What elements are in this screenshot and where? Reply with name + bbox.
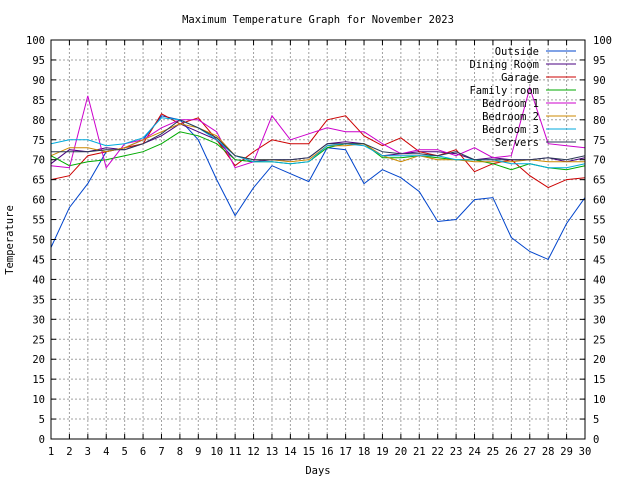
y-tick-label-right: 25 <box>593 334 606 346</box>
y-tick-label-left: 0 <box>39 434 45 446</box>
y-tick-label-left: 80 <box>32 115 45 127</box>
legend-label-servers: Servers <box>495 137 539 149</box>
x-tick-label: 7 <box>158 446 164 458</box>
series-line-family-room <box>50 131 586 171</box>
y-tick-label-right: 85 <box>593 95 606 107</box>
y-tick-label-left: 70 <box>32 155 45 167</box>
chart-title: Maximum Temperature Graph for November 2… <box>182 14 454 26</box>
x-tick-label: 10 <box>210 446 223 458</box>
legend-label-bedroom-1: Bedroom 1 <box>482 98 539 110</box>
x-tick-label: 13 <box>266 446 279 458</box>
legend-label-family-room: Family room <box>469 85 539 97</box>
grid <box>51 40 585 439</box>
y-tick-label-right: 5 <box>593 414 599 426</box>
x-tick-label: 21 <box>413 446 426 458</box>
x-tick-label: 24 <box>468 446 481 458</box>
y-tick-label-left: 85 <box>32 95 45 107</box>
y-tick-label-right: 100 <box>593 35 612 47</box>
x-tick-label: 18 <box>358 446 371 458</box>
series-line-bedroom-1 <box>50 86 586 169</box>
y-tick-label-left: 90 <box>32 75 45 87</box>
x-tick-label: 16 <box>321 446 334 458</box>
y-tick-label-left: 55 <box>32 215 45 227</box>
y-tick-label-left: 15 <box>32 374 45 386</box>
y-tick-label-left: 20 <box>32 354 45 366</box>
x-tick-label: 28 <box>542 446 555 458</box>
series-lines <box>50 86 586 261</box>
legend-label-outside: Outside <box>495 46 539 58</box>
y-tick-label-right: 40 <box>593 274 606 286</box>
y-tick-label-right: 70 <box>593 155 606 167</box>
legend-label-bedroom-3: Bedroom 3 <box>482 124 539 136</box>
y-tick-label-left: 35 <box>32 294 45 306</box>
y-tick-label-right: 65 <box>593 175 606 187</box>
x-axis-label: Days <box>305 465 330 477</box>
y-tick-label-right: 60 <box>593 195 606 207</box>
x-tick-label: 2 <box>66 446 72 458</box>
x-tick-label: 12 <box>247 446 260 458</box>
x-tick-label: 22 <box>431 446 444 458</box>
legend-label-dining-room: Dining Room <box>469 59 539 71</box>
x-tick-label: 8 <box>177 446 183 458</box>
y-tick-label-left: 75 <box>32 135 45 147</box>
y-tick-label-left: 30 <box>32 314 45 326</box>
y-tick-label-right: 30 <box>593 314 606 326</box>
y-tick-label-right: 15 <box>593 374 606 386</box>
y-tick-label-left: 50 <box>32 235 45 247</box>
x-tick-label: 9 <box>195 446 201 458</box>
legend-label-bedroom-2: Bedroom 2 <box>482 111 539 123</box>
y-tick-label-left: 5 <box>39 414 45 426</box>
y-tick-label-right: 55 <box>593 215 606 227</box>
x-tick-label: 15 <box>302 446 315 458</box>
x-tick-label: 27 <box>523 446 536 458</box>
x-tick-label: 19 <box>376 446 389 458</box>
y-tick-label-right: 75 <box>593 135 606 147</box>
y-tick-label-left: 40 <box>32 274 45 286</box>
y-tick-label-right: 10 <box>593 394 606 406</box>
x-tick-label: 11 <box>229 446 242 458</box>
x-tick-label: 1 <box>48 446 54 458</box>
y-tick-label-right: 50 <box>593 235 606 247</box>
y-tick-label-left: 60 <box>32 195 45 207</box>
y-tick-label-right: 80 <box>593 115 606 127</box>
y-axis-label: Temperature <box>4 205 16 275</box>
y-tick-label-right: 0 <box>593 434 599 446</box>
x-tick-label: 6 <box>140 446 146 458</box>
x-tick-label: 4 <box>103 446 109 458</box>
x-tick-label: 20 <box>395 446 408 458</box>
x-tick-label: 17 <box>339 446 352 458</box>
y-tick-label-left: 45 <box>32 254 45 266</box>
y-tick-label-left: 100 <box>26 35 45 47</box>
y-tick-label-right: 95 <box>593 55 606 67</box>
x-tick-label: 3 <box>85 446 91 458</box>
x-tick-label: 26 <box>505 446 518 458</box>
y-tick-label-right: 20 <box>593 354 606 366</box>
x-tick-label: 25 <box>487 446 500 458</box>
y-tick-label-left: 10 <box>32 394 45 406</box>
series-line-bedroom-3 <box>50 117 586 169</box>
x-tick-label: 29 <box>560 446 573 458</box>
series-line-servers <box>51 119 586 161</box>
y-tick-label-left: 25 <box>32 334 45 346</box>
y-tick-label-right: 45 <box>593 254 606 266</box>
y-tick-label-left: 95 <box>32 55 45 67</box>
x-tick-label: 30 <box>579 446 592 458</box>
x-tick-label: 14 <box>284 446 297 458</box>
legend-label-garage: Garage <box>501 72 539 84</box>
x-tick-label: 23 <box>450 446 463 458</box>
series-line-bedroom-2 <box>50 123 585 163</box>
y-tick-label-right: 90 <box>593 75 606 87</box>
y-tick-label-left: 65 <box>32 175 45 187</box>
y-tick-label-right: 35 <box>593 294 606 306</box>
x-tick-label: 5 <box>121 446 127 458</box>
